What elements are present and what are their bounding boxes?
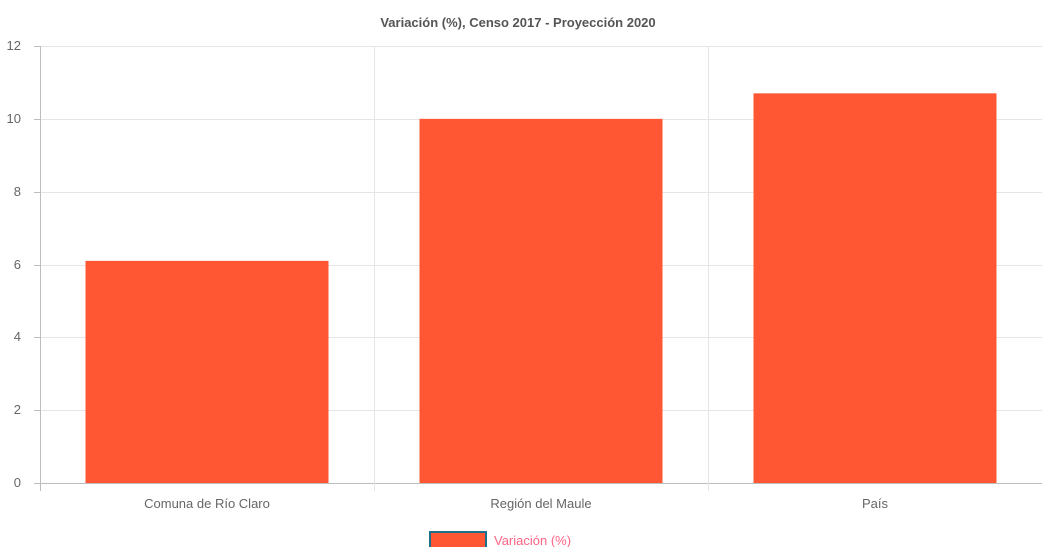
y-tick-label: 12 bbox=[7, 38, 21, 53]
chart-title: Variación (%), Censo 2017 - Proyección 2… bbox=[380, 15, 655, 30]
bar[interactable] bbox=[85, 260, 329, 483]
x-tick-label: Comuna de Río Claro bbox=[144, 496, 270, 511]
bar[interactable] bbox=[753, 93, 997, 483]
y-tick-label: 4 bbox=[14, 329, 21, 344]
x-tick-label: Región del Maule bbox=[490, 496, 591, 511]
axes bbox=[34, 46, 40, 484]
legend[interactable]: Variación (%) bbox=[429, 531, 571, 547]
y-tick-label: 2 bbox=[14, 402, 21, 417]
y-tick-label: 6 bbox=[14, 257, 21, 272]
axis-labels: 0 2 4 6 8 10 12 Comuna de Río Claro Región del M… bbox=[7, 38, 889, 511]
y-tick-label: 8 bbox=[14, 184, 21, 199]
legend-swatch[interactable] bbox=[429, 531, 487, 547]
legend-label[interactable]: Variación (%) bbox=[494, 533, 571, 547]
y-tick-label: 0 bbox=[14, 475, 21, 490]
bars bbox=[85, 93, 997, 483]
bar[interactable] bbox=[419, 118, 663, 483]
y-tick-label: 10 bbox=[7, 111, 21, 126]
x-tick-label: País bbox=[862, 496, 889, 511]
